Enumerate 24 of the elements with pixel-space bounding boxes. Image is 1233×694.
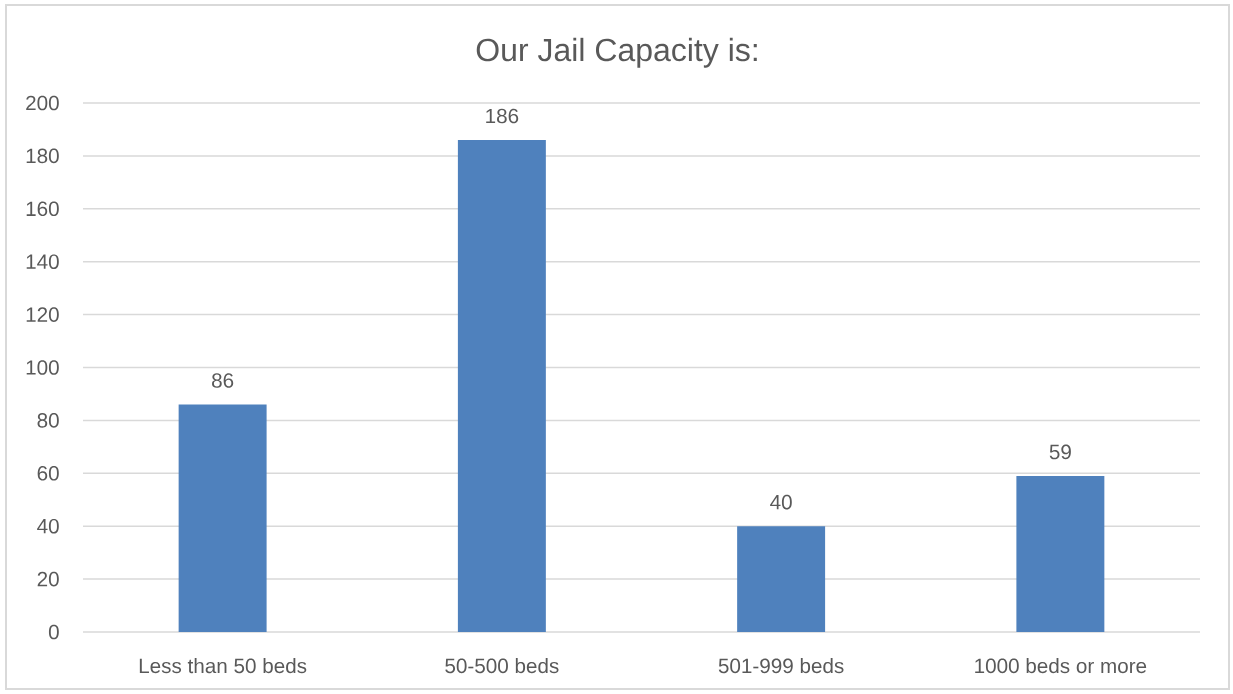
data-label: 86: [212, 373, 234, 388]
y-tick-label: 180: [26, 148, 59, 164]
y-tick-label: 200: [26, 95, 59, 111]
y-tick-label: 120: [26, 307, 59, 322]
bar: [737, 526, 826, 632]
y-tick-label: 60: [37, 465, 59, 481]
y-tick-label: 20: [37, 571, 59, 587]
chart-title: Our Jail Capacity is:: [476, 37, 757, 68]
x-tick-label: 1000 beds or more: [975, 658, 1147, 674]
data-label: 186: [486, 108, 519, 124]
data-label: 59: [1049, 444, 1071, 460]
x-tick-label: 501-999 beds: [718, 658, 844, 674]
y-tick-label: 80: [37, 413, 59, 428]
y-tick-label: 100: [26, 360, 59, 375]
y-tick-label: 0: [48, 624, 59, 640]
x-tick-label: 50-500 beds: [445, 658, 559, 674]
bar: [457, 140, 546, 632]
x-tick-label: Less than 50 beds: [139, 658, 307, 674]
bar: [1016, 475, 1105, 632]
y-tick-label: 40: [37, 518, 59, 534]
data-label: 40: [770, 494, 792, 510]
y-tick-label: 160: [26, 201, 59, 217]
y-tick-label: 140: [26, 254, 59, 270]
bar: [178, 404, 267, 632]
